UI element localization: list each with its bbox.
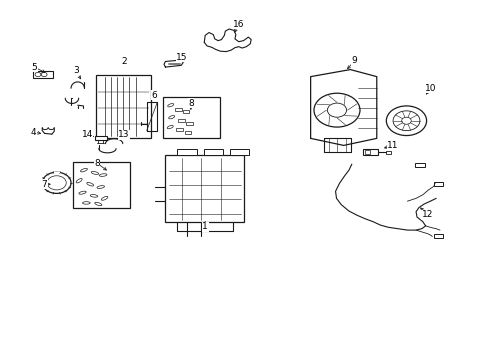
Ellipse shape [76,179,82,183]
Bar [433,182,442,186]
Bar [414,163,424,167]
Circle shape [401,117,410,124]
Circle shape [42,172,71,193]
Text: 2: 2 [121,57,126,66]
Circle shape [313,93,359,127]
Bar [96,75,151,138]
Ellipse shape [86,183,93,186]
Bar [95,136,107,140]
Bar [33,71,53,78]
Ellipse shape [91,171,99,175]
Ellipse shape [99,174,107,176]
Text: 9: 9 [351,56,357,65]
Text: 12: 12 [421,210,432,219]
Ellipse shape [168,116,174,119]
Bar [203,149,223,155]
Ellipse shape [95,202,102,206]
Bar [165,155,244,222]
Bar [175,108,182,111]
Bar [185,122,192,125]
Text: 7: 7 [41,180,47,189]
Circle shape [327,103,346,117]
Bar [433,234,442,238]
Circle shape [392,111,419,131]
Circle shape [47,176,66,190]
Bar [73,162,130,208]
Ellipse shape [167,104,173,107]
Ellipse shape [167,125,173,129]
Text: 14: 14 [81,130,93,139]
Text: 13: 13 [118,130,129,139]
Bar [184,131,191,134]
Bar [176,129,183,131]
Ellipse shape [90,194,98,197]
Bar [163,97,219,138]
Bar [230,149,249,155]
Bar [386,151,390,154]
Ellipse shape [101,197,108,200]
Text: 3: 3 [73,66,79,75]
Ellipse shape [82,202,90,204]
Bar [365,150,369,154]
Text: 6: 6 [151,91,157,100]
Text: 5: 5 [32,63,38,72]
Ellipse shape [79,191,86,194]
Bar [178,119,184,122]
Circle shape [386,106,426,136]
Bar [363,149,377,155]
Text: 16: 16 [232,19,244,28]
Text: 10: 10 [424,84,435,93]
Text: 4: 4 [31,127,37,136]
Ellipse shape [97,186,104,188]
Text: 8: 8 [187,99,193,108]
Ellipse shape [81,168,87,172]
Circle shape [35,72,41,77]
Text: 1: 1 [202,222,208,231]
Bar [177,149,196,155]
Text: 15: 15 [176,53,187,62]
Circle shape [41,72,47,77]
Text: 11: 11 [386,141,398,150]
Bar [183,110,189,113]
Text: 8: 8 [94,158,100,167]
